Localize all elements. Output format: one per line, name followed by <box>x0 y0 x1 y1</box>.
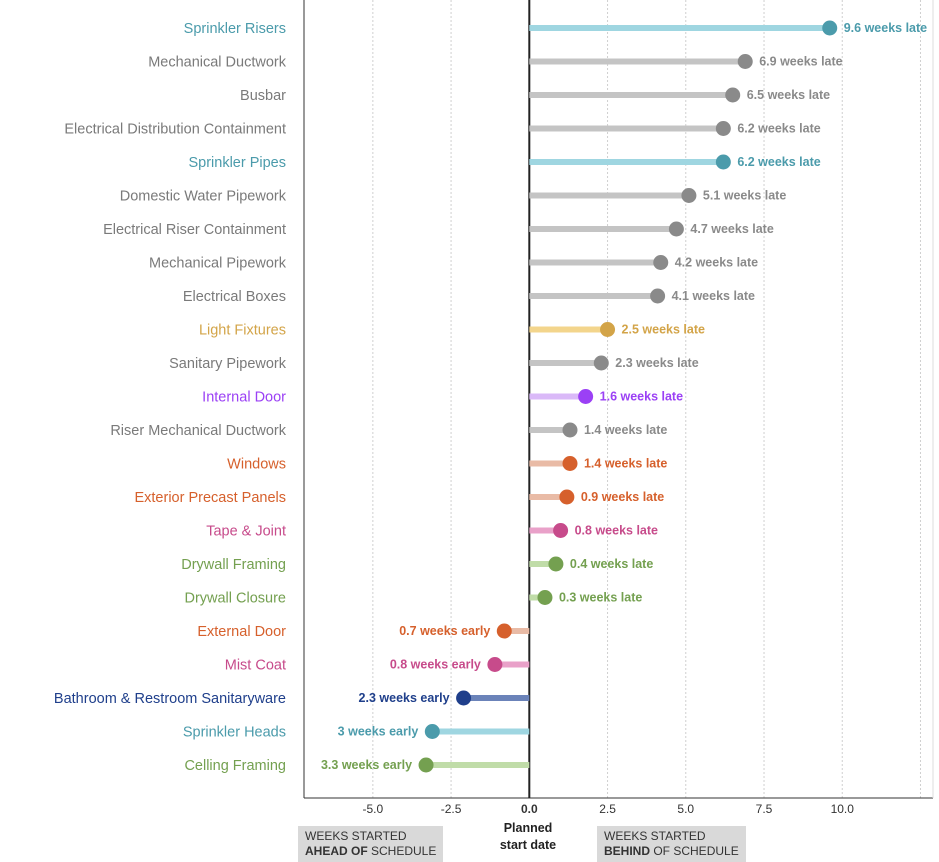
lollipop-dot <box>681 188 697 203</box>
value-label: 2.3 weeks early <box>359 691 450 705</box>
lollipop-dot <box>559 489 575 505</box>
value-label: 4.2 weeks late <box>675 256 758 270</box>
behind-schedule-note: WEEKS STARTED BEHIND OF SCHEDULE <box>597 826 746 862</box>
category-label: Sprinkler Pipes <box>188 155 286 171</box>
note-rest: OF SCHEDULE <box>650 844 739 858</box>
value-label: 2.3 weeks late <box>615 356 698 370</box>
category-label: Sprinkler Heads <box>183 725 286 741</box>
planned-start-date-label: Planned start date <box>488 820 568 854</box>
value-label: 6.2 weeks late <box>737 155 820 169</box>
category-label: Celling Framing <box>184 758 286 774</box>
lollipop-dot <box>548 556 564 572</box>
lollipop-dot <box>737 54 753 69</box>
category-label: Drywall Framing <box>181 557 286 573</box>
value-label: 0.4 weeks late <box>570 557 653 571</box>
lollipop-dot <box>650 288 666 304</box>
lollipop-dot <box>496 623 512 639</box>
category-label: Mechanical Ductwork <box>148 55 287 71</box>
lollipop-dot <box>715 121 731 136</box>
lollipop-dot <box>562 422 578 438</box>
category-label: Internal Door <box>202 390 286 406</box>
category-label: Busbar <box>240 88 286 104</box>
x-tick-label: -5.0 <box>363 802 384 816</box>
value-label: 4.7 weeks late <box>690 222 773 236</box>
value-label: 1.4 weeks late <box>584 423 667 437</box>
x-tick-label: 5.0 <box>677 802 694 816</box>
value-label: 1.6 weeks late <box>600 390 683 404</box>
note-rest: SCHEDULE <box>367 844 437 858</box>
lollipop-dot <box>418 757 434 773</box>
category-label: Drywall Closure <box>184 591 286 607</box>
note-line: AHEAD OF SCHEDULE <box>305 844 436 859</box>
category-label: External Door <box>197 624 286 640</box>
zero-label-line1: Planned <box>503 821 553 835</box>
category-label: Electrical Distribution Containment <box>64 122 286 138</box>
value-label: 3.3 weeks early <box>321 758 412 772</box>
lollipop-dot <box>424 724 440 739</box>
category-label: Riser Mechanical Ductwork <box>110 423 286 439</box>
lollipop-dot <box>553 523 569 538</box>
lollipop-dot <box>715 154 731 170</box>
zero-label-line2: start date <box>499 838 557 852</box>
x-tick-label: 2.5 <box>599 802 616 816</box>
value-label: 5.1 weeks late <box>703 189 786 203</box>
value-label: 0.7 weeks early <box>399 624 490 638</box>
x-tick-label: 7.5 <box>756 802 773 816</box>
category-label: Sprinkler Risers <box>184 21 286 37</box>
category-label: Electrical Boxes <box>183 289 286 305</box>
note-line: WEEKS STARTED <box>305 829 407 843</box>
value-label: 0.9 weeks late <box>581 490 664 504</box>
note-bold: BEHIND <box>604 844 651 858</box>
x-tick-label: -2.5 <box>441 802 462 816</box>
lollipop-dot <box>822 20 838 36</box>
value-label: 0.3 weeks late <box>559 591 642 605</box>
category-label: Sanitary Pipework <box>169 356 287 372</box>
value-label: 0.8 weeks late <box>575 524 658 538</box>
note-line: BEHIND OF SCHEDULE <box>604 844 739 859</box>
value-label: 6.5 weeks late <box>747 88 830 102</box>
value-label: 6.9 weeks late <box>759 55 842 69</box>
category-label: Mechanical Pipework <box>149 256 287 272</box>
value-label: 1.4 weeks late <box>584 457 667 471</box>
category-label: Tape & Joint <box>206 524 286 540</box>
value-label: 0.8 weeks early <box>390 658 481 672</box>
value-label: 9.6 weeks late <box>844 21 927 35</box>
value-label: 3 weeks early <box>338 725 419 739</box>
lollipop-dot <box>653 255 669 270</box>
category-label: Bathroom & Restroom Sanitaryware <box>54 691 286 707</box>
category-label: Windows <box>227 457 286 473</box>
category-label: Domestic Water Pipework <box>120 189 287 205</box>
lollipop-dot <box>456 690 472 706</box>
category-label: Light Fixtures <box>199 323 286 339</box>
lollipop-dot <box>668 221 684 237</box>
lollipop-dot <box>537 590 553 605</box>
value-label: 2.5 weeks late <box>622 323 705 337</box>
lollipop-dot <box>487 657 503 672</box>
ahead-of-schedule-note: WEEKS STARTED AHEAD OF SCHEDULE <box>298 826 444 862</box>
x-tick-label: 0.0 <box>521 802 538 816</box>
note-line: WEEKS STARTED <box>604 829 706 843</box>
value-label: 4.1 weeks late <box>672 289 755 303</box>
value-label: 6.2 weeks late <box>737 122 820 136</box>
lollipop-dot <box>578 389 594 404</box>
lollipop-dot <box>600 322 616 337</box>
category-label: Mist Coat <box>225 658 286 674</box>
lollipop-dot <box>593 355 609 371</box>
note-bold: AHEAD OF <box>305 844 368 858</box>
lollipop-dot <box>725 87 741 103</box>
x-tick-label: 10.0 <box>831 802 855 816</box>
lollipop-dot <box>562 456 578 471</box>
category-label: Exterior Precast Panels <box>134 490 286 506</box>
category-label: Electrical Riser Containment <box>103 222 286 238</box>
